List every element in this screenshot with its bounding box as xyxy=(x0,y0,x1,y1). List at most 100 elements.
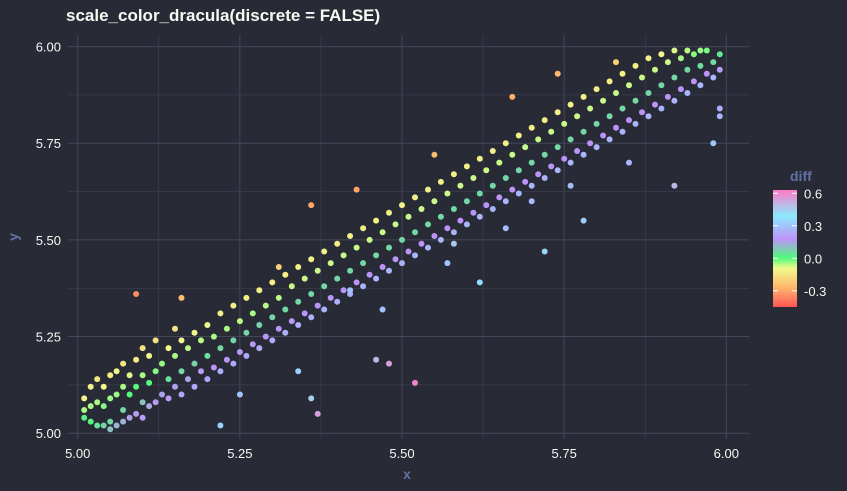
data-point xyxy=(172,352,178,359)
data-point xyxy=(379,229,386,236)
data-point xyxy=(87,383,94,390)
data-point xyxy=(613,59,619,66)
data-point xyxy=(217,368,224,375)
data-point xyxy=(172,325,178,332)
legend-colorbar xyxy=(773,190,797,307)
data-point xyxy=(386,244,392,251)
data-point xyxy=(321,283,328,290)
data-point xyxy=(418,240,425,247)
data-point xyxy=(178,337,185,344)
data-point xyxy=(139,345,146,352)
data-point xyxy=(457,182,464,189)
data-point xyxy=(613,90,619,96)
data-point xyxy=(489,182,496,189)
data-point xyxy=(107,426,114,433)
data-point xyxy=(703,70,710,77)
data-point xyxy=(133,291,140,297)
data-point xyxy=(243,329,250,336)
data-point xyxy=(236,391,243,398)
data-point xyxy=(217,310,224,317)
grid-lines xyxy=(68,35,749,439)
data-point xyxy=(450,171,457,178)
data-point xyxy=(561,155,568,162)
data-point xyxy=(204,352,211,359)
data-point xyxy=(373,275,380,282)
data-point xyxy=(502,140,509,147)
data-point xyxy=(457,217,464,224)
data-point xyxy=(327,260,334,267)
data-point xyxy=(113,391,120,398)
y-axis-ticks: 5.00 5.25 5.50 5.75 6.00 xyxy=(36,40,61,442)
data-point xyxy=(710,59,717,66)
data-point xyxy=(94,399,101,406)
data-point xyxy=(600,97,607,104)
data-point xyxy=(191,329,198,336)
y-tick-label: 6.00 xyxy=(36,40,61,55)
data-point xyxy=(645,55,652,62)
data-point xyxy=(619,128,626,135)
data-point xyxy=(185,376,191,383)
data-point xyxy=(580,151,587,158)
data-point xyxy=(94,376,101,383)
data-point xyxy=(671,97,678,104)
data-point xyxy=(483,167,490,174)
data-point xyxy=(146,379,153,386)
data-point xyxy=(126,391,133,398)
x-tick-label: 6.00 xyxy=(714,446,739,461)
data-point xyxy=(619,70,626,77)
data-point xyxy=(360,283,367,290)
chart-title: scale_color_dracula(discrete = FALSE) xyxy=(66,6,381,25)
data-point xyxy=(133,410,140,417)
data-point xyxy=(230,302,237,309)
data-point xyxy=(236,318,243,325)
data-point xyxy=(327,294,334,301)
data-point xyxy=(107,418,114,425)
data-point xyxy=(645,90,652,96)
data-point xyxy=(113,368,120,375)
data-point xyxy=(165,376,172,383)
data-point xyxy=(334,298,341,305)
data-point xyxy=(269,279,276,286)
data-point xyxy=(386,360,392,367)
data-point xyxy=(308,256,315,263)
data-point xyxy=(444,260,451,267)
data-point xyxy=(463,221,470,228)
data-point xyxy=(716,113,723,120)
data-point xyxy=(444,190,451,197)
x-tick-label: 5.75 xyxy=(552,446,577,461)
data-point xyxy=(418,206,425,212)
data-point xyxy=(710,140,717,147)
data-point xyxy=(690,78,697,85)
data-point xyxy=(431,151,438,158)
data-point xyxy=(236,349,243,355)
data-point xyxy=(716,66,723,73)
data-point xyxy=(256,345,263,352)
data-point xyxy=(392,221,399,228)
data-point xyxy=(256,287,263,294)
data-point xyxy=(639,109,645,116)
data-point xyxy=(139,414,146,421)
data-point xyxy=(353,279,360,286)
data-point xyxy=(94,422,101,429)
data-point xyxy=(308,202,315,209)
data-point xyxy=(133,356,140,363)
data-point xyxy=(100,383,107,390)
data-point xyxy=(502,225,509,232)
data-point xyxy=(120,360,127,367)
data-point xyxy=(626,117,632,124)
data-point xyxy=(580,93,587,100)
data-point xyxy=(139,399,146,406)
data-point xyxy=(230,360,237,367)
data-point xyxy=(710,74,717,81)
data-point xyxy=(373,252,380,259)
data-point xyxy=(664,93,671,100)
data-point xyxy=(249,310,256,317)
data-point xyxy=(178,391,185,398)
data-point xyxy=(360,225,367,232)
legend-label: 0.6 xyxy=(804,186,822,201)
data-point xyxy=(554,167,561,174)
data-point xyxy=(126,414,133,421)
data-point xyxy=(204,322,211,328)
data-point xyxy=(159,391,165,398)
data-point xyxy=(412,194,418,201)
